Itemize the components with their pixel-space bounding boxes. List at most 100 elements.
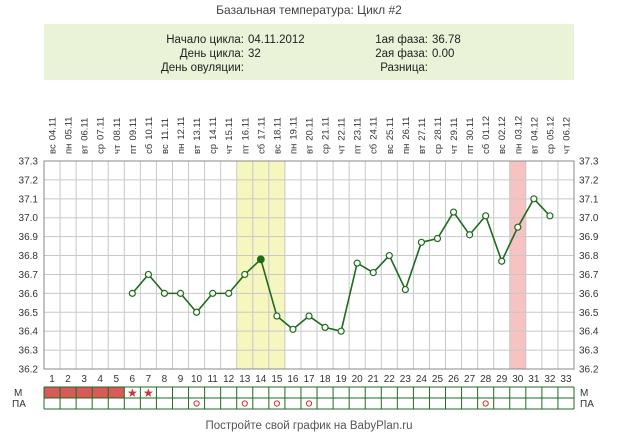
y-tick-right: 37.1 <box>579 194 599 205</box>
date-value: 06.11 <box>80 118 91 141</box>
temperature-point <box>273 312 281 320</box>
y-tick-right: 36.3 <box>579 346 599 357</box>
date-value: 16.11 <box>240 117 251 140</box>
weekday-label: пн <box>513 144 524 154</box>
cycle-day-number: 18 <box>319 374 331 385</box>
row-m-label-left: М <box>14 388 22 399</box>
temperature-point <box>466 231 474 239</box>
weekday-label: сб <box>144 143 155 154</box>
temperature-point <box>546 212 554 220</box>
phase1-value: 36.78 <box>432 34 461 46</box>
date-label: пн 26.11 <box>401 117 412 154</box>
date-label: ср 07.11 <box>96 117 107 154</box>
cycle-day-number: 33 <box>560 374 572 385</box>
date-value: 15.11 <box>224 118 235 141</box>
date-value: 27.11 <box>417 118 428 141</box>
weekday-label: пт <box>128 144 139 154</box>
date-value: 05.11 <box>64 117 75 140</box>
date-label: ср 05.12 <box>545 116 556 154</box>
date-label: сб 10.11 <box>144 117 155 154</box>
moon-icon <box>400 165 408 180</box>
cycle-day-number: 8 <box>162 374 168 385</box>
weekday-label: вс <box>385 144 396 154</box>
date-label: пн 12.11 <box>176 117 187 154</box>
temperature-point <box>160 289 169 297</box>
y-tick-right: 36.2 <box>579 365 599 376</box>
y-tick-left: 37.3 <box>19 157 39 168</box>
date-value: 03.12 <box>513 116 524 140</box>
cycle-day-number: 7 <box>146 374 152 385</box>
y-tick-right: 37.3 <box>579 157 599 168</box>
cycle-day-number: 16 <box>287 374 299 385</box>
date-label: вс 11.11 <box>160 118 171 154</box>
cycle-day-number: 13 <box>239 374 251 385</box>
cycle-day-number: 6 <box>130 374 136 385</box>
date-label: вс 04.11 <box>48 117 59 154</box>
date-label: вт 04.12 <box>529 117 540 154</box>
date-label: вт 27.11 <box>417 118 428 154</box>
weekday-label: пн <box>401 144 412 154</box>
weekday-label: сб <box>256 143 267 154</box>
cycle-day-number: 26 <box>448 374 460 385</box>
y-tick-left: 36.7 <box>19 270 39 281</box>
date-label: чт 15.11 <box>224 118 235 154</box>
temperature-point <box>225 289 233 297</box>
y-tick-right: 36.5 <box>579 308 599 319</box>
plot-frame <box>43 160 575 370</box>
weekday-label: сб <box>369 143 380 154</box>
temperature-point <box>241 270 249 279</box>
y-tick-right: 37.2 <box>579 175 599 186</box>
temperature-point <box>530 195 538 203</box>
weekday-label: вс <box>272 144 283 154</box>
date-value: 04.11 <box>48 117 59 140</box>
cycle-day-number: 1 <box>49 374 55 385</box>
temperature-point <box>176 289 185 297</box>
temperature-point <box>209 289 217 297</box>
date-label: вс 18.11 <box>272 117 283 154</box>
weekday-label: вт <box>529 144 540 154</box>
weekday-label: пн <box>64 144 75 154</box>
weekday-label: вт <box>417 144 428 154</box>
date-value: 20.11 <box>305 118 316 141</box>
date-label: пн 19.11 <box>288 117 299 154</box>
date-label: пн 03.12 <box>513 116 524 154</box>
footer-link[interactable]: Постройте свой график на BabyPlan.ru <box>205 420 413 432</box>
y-tick-right: 36.9 <box>579 232 599 243</box>
cycle-day-number: 14 <box>255 374 267 385</box>
date-label: ср 21.11 <box>321 117 332 154</box>
y-tick-left: 36.5 <box>19 308 39 319</box>
weekday-label: ср <box>321 144 332 154</box>
cycle-day-number: 32 <box>544 374 556 385</box>
date-value: 07.11 <box>96 117 107 140</box>
cycle-day-number: 15 <box>271 374 283 385</box>
intercourse-marker-icon <box>241 400 248 407</box>
date-value: 28.11 <box>433 117 444 140</box>
cycle-day-number: 25 <box>432 374 444 385</box>
cycle-day-label: День цикла: <box>179 48 244 60</box>
cycle-day-number: 10 <box>191 374 203 385</box>
date-label: вт 06.11 <box>80 118 91 154</box>
date-label: пт 09.11 <box>128 117 139 154</box>
y-tick-left: 36.6 <box>19 289 39 300</box>
weekday-label: вс <box>160 144 171 154</box>
temperature-point <box>256 255 265 264</box>
cycle-day-number: 22 <box>384 374 396 385</box>
date-value: 13.11 <box>192 118 203 141</box>
temperature-point <box>289 325 297 333</box>
cycle-day-value: 32 <box>248 48 261 60</box>
date-value: 10.11 <box>144 117 155 140</box>
weekday-label: пн <box>176 144 187 154</box>
menstruation-bar <box>44 387 125 398</box>
temperature-point <box>128 289 136 297</box>
weekday-label: вс <box>497 144 508 154</box>
intercourse-marker-icon <box>193 400 200 407</box>
row-m-label-right: М <box>580 388 588 399</box>
temperature-point <box>401 285 409 294</box>
date-label: пт 30.11 <box>465 117 476 154</box>
cycle-day-number: 4 <box>97 374 103 385</box>
weekday-label: чт <box>449 144 460 154</box>
y-tick-left: 37.2 <box>19 175 39 186</box>
y-tick-right: 36.6 <box>579 289 599 300</box>
date-label: пт 23.11 <box>353 117 364 154</box>
